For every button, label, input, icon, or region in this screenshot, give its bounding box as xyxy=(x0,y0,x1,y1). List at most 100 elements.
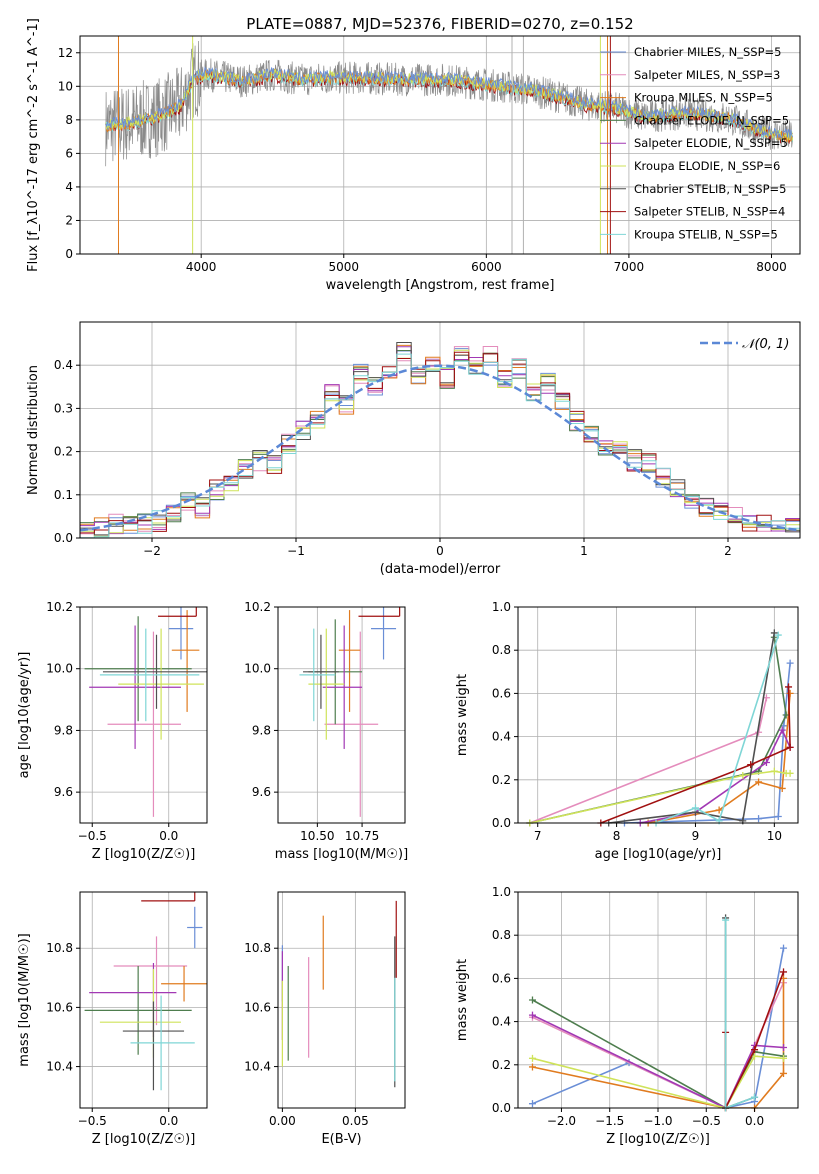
weight-series-line xyxy=(532,948,785,1108)
x-tick-label: −2.0 xyxy=(547,1114,576,1128)
y-tick-label: 6 xyxy=(65,146,73,160)
weight-series-line xyxy=(532,1055,784,1108)
normal-curve-line xyxy=(80,364,800,532)
weight-point-marker xyxy=(780,1054,788,1062)
y-tick-label: 10.6 xyxy=(46,1000,73,1014)
x-axis-label: (data-model)/error xyxy=(380,562,501,577)
weight-series-line xyxy=(532,978,785,1108)
y-tick-label: 0.2 xyxy=(492,1058,511,1072)
x-tick-label: 0.0 xyxy=(745,1114,764,1128)
legend-label: Salpeter MILES, N_SSP=3 xyxy=(634,68,780,82)
weight-series-line xyxy=(724,920,755,1108)
y-tick-label: 10.0 xyxy=(46,662,73,676)
weight-series-line xyxy=(529,770,791,823)
weight-point-marker xyxy=(747,761,755,769)
residual-histogram-panel: −2 −1 0 1 2 0.0 0.1 0.2 0.3 0.4 (data-model)/error… xyxy=(26,321,801,577)
y-axis-label: mass weight xyxy=(455,959,470,1041)
age-vs-metallicity-panel: −0.5 0.0 9.6 9.8 10.0 10.2 Z [log10(Z/Z☉)] age … xyxy=(17,600,208,862)
y-tick-label: 10.4 xyxy=(244,1060,271,1074)
x-tick-label: 2 xyxy=(724,544,732,558)
y-tick-label: 0.6 xyxy=(492,686,511,700)
y-tick-label: 10.8 xyxy=(46,941,73,955)
axes-frame xyxy=(79,35,801,255)
y-tick-label: 10.8 xyxy=(244,941,271,955)
y-tick-label: 0.0 xyxy=(492,816,511,830)
legend-label: Kroupa ELODIE, N_SSP=6 xyxy=(634,159,780,173)
legend-label: Chabrier STELIB, N_SSP=5 xyxy=(634,182,786,196)
weight-point-marker xyxy=(715,806,723,814)
weight-point-marker xyxy=(755,778,763,786)
axes-frame xyxy=(277,891,406,1109)
weight-point-marker xyxy=(774,813,782,821)
x-tick-label: 9 xyxy=(692,829,700,843)
weight-point-marker xyxy=(755,815,763,823)
x-tick-label: 10 xyxy=(767,829,782,843)
weight-series-line xyxy=(600,686,791,823)
mass-vs-ebv-panel: 0.00 0.05 10.4 10.6 10.8 E(B-V) xyxy=(244,891,406,1147)
y-tick-label: 10.2 xyxy=(244,600,271,614)
y-tick-label: 8 xyxy=(65,113,73,127)
weight-point-marker xyxy=(528,996,536,1004)
x-tick-label: −1 xyxy=(287,544,305,558)
weight-point-marker xyxy=(780,968,788,976)
y-tick-label: 4 xyxy=(65,180,73,194)
weight-point-marker xyxy=(528,1011,536,1019)
y-tick-label: 0.4 xyxy=(492,730,511,744)
y-tick-label: 0.2 xyxy=(54,445,73,459)
y-axis-label: mass [log10(M/M☉)] xyxy=(17,933,32,1066)
mass-vs-metallicity-panel: −0.5 0.0 10.4 10.6 10.8 Z [log10(Z/Z☉)] mass [… xyxy=(17,891,208,1147)
y-tick-label: 0.2 xyxy=(492,773,511,787)
axes-frame xyxy=(79,606,208,824)
axes-frame xyxy=(277,606,406,824)
legend-label: Chabrier ELODIE, N_SSP=5 xyxy=(634,113,789,127)
weight-point-marker xyxy=(786,769,794,777)
weight-series-line xyxy=(532,1014,784,1108)
legend-label: Chabrier MILES, N_SSP=5 xyxy=(634,45,781,59)
y-tick-label: 0 xyxy=(65,247,73,261)
x-tick-label: −0.5 xyxy=(78,1114,107,1128)
x-tick-label: −0.5 xyxy=(78,829,107,843)
y-tick-label: 0.6 xyxy=(492,971,511,985)
x-tick-label: 5000 xyxy=(328,260,359,274)
y-tick-label: 0.3 xyxy=(54,401,73,415)
y-tick-label: 10.2 xyxy=(46,600,73,614)
x-tick-label: 7000 xyxy=(614,260,645,274)
weight-point-marker xyxy=(751,1093,759,1101)
weight-point-marker xyxy=(722,916,730,924)
weight-point-marker xyxy=(762,759,770,767)
y-tick-label: 0.1 xyxy=(54,488,73,502)
weight-point-marker xyxy=(751,1046,759,1054)
spectrum-panel: 4000 5000 6000 7000 8000 0 2 4 6 8 10 12 wavelength … xyxy=(26,18,801,293)
x-tick-label: 1 xyxy=(580,544,588,558)
x-tick-label: 0 xyxy=(436,544,444,558)
weight-point-marker xyxy=(528,1063,536,1071)
x-tick-label: 0.0 xyxy=(159,1114,178,1128)
y-axis-label: age [log10(age/yr)] xyxy=(17,652,32,779)
x-tick-label: 8 xyxy=(613,829,621,843)
y-tick-label: 0.0 xyxy=(492,1101,511,1115)
y-axis-label: Normed distribution xyxy=(26,365,41,495)
x-tick-label: −1.0 xyxy=(643,1114,672,1128)
x-tick-label: 10.75 xyxy=(345,829,379,843)
mass-weight-vs-metallicity-panel: −2.0 −1.5 −1.0 −0.5 0.0 0.0 0.2 0.4 0.6 0.8 1.0 Z [… xyxy=(455,885,799,1147)
y-tick-label: 10.4 xyxy=(46,1060,73,1074)
y-tick-label: 9.8 xyxy=(252,723,271,737)
y-tick-label: 0.4 xyxy=(54,358,73,372)
weight-point-marker xyxy=(770,629,778,637)
x-tick-label: −2 xyxy=(143,544,161,558)
weight-point-marker xyxy=(739,771,747,779)
legend-label: Kroupa STELIB, N_SSP=5 xyxy=(634,227,778,241)
y-tick-label: 9.8 xyxy=(54,723,73,737)
y-tick-label: 10 xyxy=(58,79,73,93)
weight-point-marker xyxy=(786,659,794,667)
axes-frame xyxy=(517,606,799,824)
x-axis-label: age [log10(age/yr)] xyxy=(595,847,722,862)
weight-point-marker xyxy=(691,804,699,812)
y-tick-label: 9.6 xyxy=(252,785,271,799)
weight-point-marker xyxy=(786,743,794,751)
mass-weight-vs-age-panel: 7 8 9 10 0.0 0.2 0.4 0.6 0.8 1.0 age [log10(age/yr… xyxy=(455,600,799,862)
x-tick-label: 7 xyxy=(534,829,542,843)
x-tick-label: 4000 xyxy=(186,260,217,274)
x-tick-label: 6000 xyxy=(471,260,502,274)
